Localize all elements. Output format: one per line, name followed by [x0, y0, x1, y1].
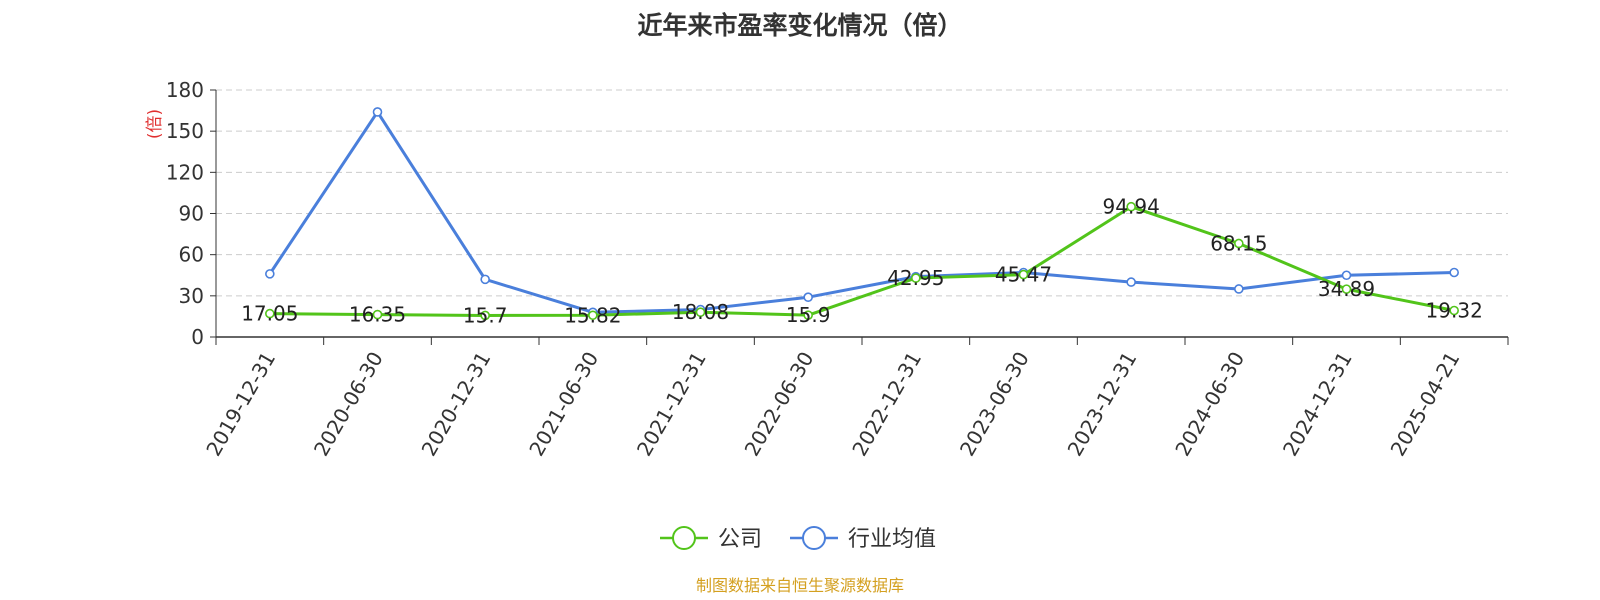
x-tick-label: 2023-06-30 [955, 348, 1034, 461]
series-1-point[interactable] [266, 270, 274, 278]
x-tick-label: 2020-12-31 [417, 347, 496, 460]
data-labels: 17.05 16.35 15.7 15.82 18.08 15.9 42.95 45.47 94… [241, 195, 1483, 328]
x-tick-label: 2021-12-31 [632, 348, 711, 461]
company-data-label: 15.9 [786, 303, 831, 327]
company-data-label: 16.35 [349, 303, 406, 327]
series-1-point[interactable] [1450, 269, 1458, 277]
series-line-1 [270, 112, 1454, 312]
y-tick-label: 90 [179, 202, 204, 226]
y-tick-label: 150 [166, 119, 204, 143]
series-1-point[interactable] [374, 108, 382, 116]
x-tick-label: 2023-12-31 [1063, 348, 1142, 461]
legend-circle-icon [803, 527, 825, 549]
legend-label: 行业均值 [848, 527, 936, 552]
chart-title: 近年来市盈率变化情况（倍） [637, 11, 962, 40]
y-tick-label: 0 [191, 325, 204, 349]
legend-circle-icon [673, 527, 695, 549]
grid-lines [216, 90, 1508, 296]
x-tick-label: 2020-06-30 [309, 348, 388, 461]
series-1-point[interactable] [481, 275, 489, 283]
company-data-label: 68.15 [1210, 231, 1267, 255]
company-data-label: 19.32 [1426, 298, 1483, 322]
company-data-label: 15.82 [564, 303, 621, 327]
company-data-label: 42.95 [887, 266, 944, 290]
y-tick-label: 30 [179, 284, 204, 308]
series-1-point[interactable] [804, 293, 812, 301]
x-tick-label: 2019-12-31 [201, 348, 280, 461]
series-1-point[interactable] [1127, 278, 1135, 286]
y-tick-label: 180 [166, 78, 204, 102]
legend-label: 公司 [718, 527, 762, 552]
y-tick-label: 120 [166, 160, 204, 184]
company-data-label: 17.05 [241, 302, 298, 326]
x-tick-label: 2024-12-31 [1278, 348, 1357, 461]
legend-item-1[interactable]: 行业均值 [790, 527, 936, 552]
series-1-point[interactable] [1235, 285, 1243, 293]
x-tick-label: 2021-06-30 [524, 348, 603, 461]
company-data-label: 18.08 [672, 300, 729, 324]
y-axis-unit-label: (倍) [145, 109, 165, 139]
company-data-label: 34.89 [1318, 277, 1375, 301]
data-source-note: 制图数据来自恒生聚源数据库 [696, 576, 904, 595]
company-data-label: 45.47 [995, 263, 1052, 287]
x-tick-label: 2024-06-30 [1170, 348, 1249, 461]
company-data-label: 15.7 [463, 303, 508, 327]
y-tick-label: 60 [179, 243, 204, 267]
company-data-label: 94.94 [1103, 195, 1160, 219]
legend-item-0[interactable]: 公司 [660, 527, 762, 552]
axes: 0 30 60 90 120 150 180 2019-12-31 2020-06-30 2020… [166, 78, 1508, 460]
x-tick-label: 2022-06-30 [740, 348, 819, 461]
x-tick-label: 2022-12-31 [847, 347, 926, 460]
x-tick-label: 2025-04-21 [1386, 348, 1465, 461]
legend[interactable]: 公司 行业均值 [660, 527, 936, 552]
